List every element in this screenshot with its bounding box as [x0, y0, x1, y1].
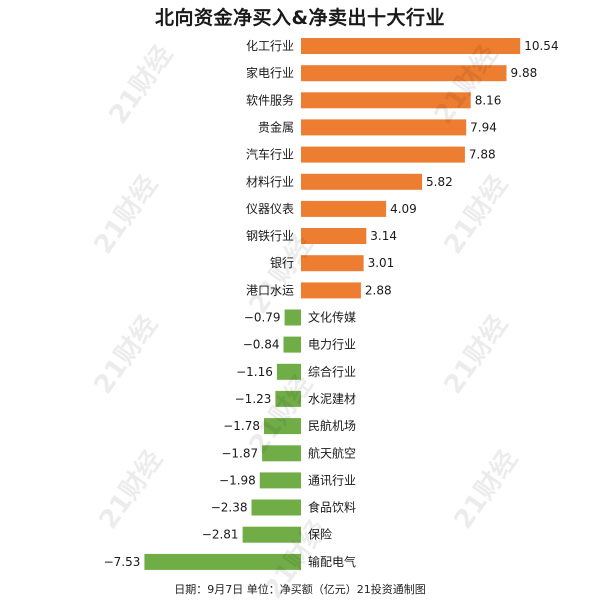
- bar: [301, 146, 465, 163]
- value-label: 7.88: [469, 148, 496, 162]
- bar: [301, 228, 367, 244]
- category-label: 银行: [270, 256, 294, 270]
- value-label: 4.09: [390, 202, 417, 216]
- category-label: 港口水运: [246, 283, 294, 297]
- bar: [284, 309, 301, 326]
- value-label: −1.23: [235, 392, 272, 406]
- value-label: 3.01: [368, 256, 395, 270]
- value-label: −0.79: [244, 311, 281, 325]
- category-label: 民航机场: [308, 418, 356, 433]
- category-label: 化工行业: [246, 39, 294, 53]
- category-label: 钢铁行业: [246, 229, 294, 243]
- bar: [276, 363, 301, 380]
- category-label: 汽车行业: [246, 147, 294, 162]
- category-label: 电力行业: [308, 338, 356, 352]
- bar: [301, 119, 467, 136]
- bar: [251, 499, 301, 516]
- bar: [301, 173, 423, 190]
- value-label: 3.14: [370, 229, 397, 243]
- value-label: −1.16: [236, 365, 273, 379]
- category-label: 保险: [308, 527, 332, 542]
- value-label: −2.81: [202, 528, 239, 542]
- value-label: −0.84: [243, 338, 280, 352]
- value-label: −1.87: [221, 446, 258, 460]
- category-label: 贵金属: [258, 119, 294, 134]
- bar: [301, 38, 521, 54]
- chart-footer: 日期：9月7日 单位：净买额（亿元）21投资通制图: [174, 583, 426, 596]
- category-label: 航天航空: [308, 445, 356, 460]
- value-label: −7.53: [104, 555, 141, 569]
- bar: [242, 526, 301, 543]
- bar: [301, 92, 471, 109]
- value-label: 9.88: [511, 66, 538, 80]
- category-label: 水泥建材: [308, 392, 356, 406]
- bar: [262, 445, 301, 462]
- bar: [144, 553, 301, 570]
- category-label: 软件服务: [246, 92, 294, 107]
- bar: [283, 336, 301, 353]
- bar: [301, 65, 507, 82]
- value-label: 5.82: [426, 175, 453, 189]
- value-label: 10.54: [524, 39, 558, 53]
- bar: [301, 200, 387, 217]
- bar: [301, 255, 364, 272]
- bar: [264, 418, 301, 435]
- category-label: 食品饮料: [308, 500, 356, 515]
- bar: [275, 390, 301, 407]
- bar: [301, 282, 361, 299]
- category-label: 家电行业: [246, 65, 294, 80]
- chart-title: 北向资金净买入&净卖出十大行业: [154, 7, 446, 29]
- value-label: 2.88: [365, 283, 392, 297]
- category-label: 综合行业: [308, 364, 356, 379]
- category-label: 输配电气: [308, 554, 356, 569]
- category-label: 材料行业: [246, 175, 294, 189]
- bar: [259, 472, 301, 489]
- value-label: −1.98: [219, 473, 256, 487]
- value-label: 8.16: [475, 93, 502, 107]
- category-label: 仪器仪表: [246, 202, 294, 216]
- category-label: 文化传媒: [308, 310, 356, 325]
- value-label: −1.78: [223, 419, 260, 433]
- value-label: −2.38: [211, 501, 248, 515]
- category-label: 通讯行业: [308, 473, 356, 487]
- value-label: 7.94: [470, 120, 497, 134]
